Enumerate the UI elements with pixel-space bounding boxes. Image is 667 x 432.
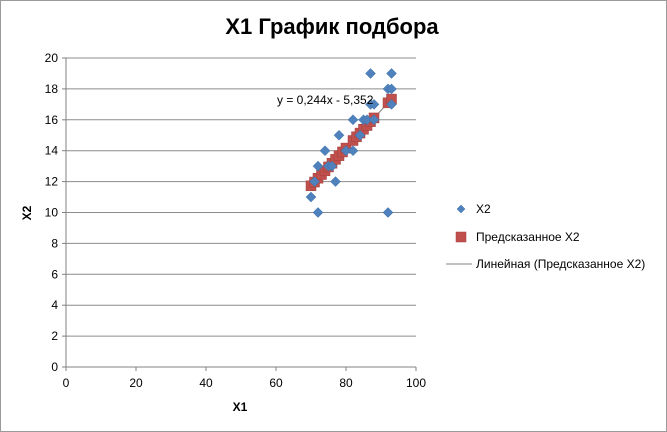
observed-point (305, 191, 317, 203)
observed-point (354, 129, 366, 141)
legend-label-observed: X2 (476, 202, 491, 216)
observed-point (312, 207, 324, 218)
observed-series (305, 68, 397, 218)
observed-point (319, 145, 331, 157)
y-tick-label: 10 (45, 206, 59, 220)
observed-point (347, 145, 359, 157)
y-tick-label: 20 (45, 51, 59, 65)
x-axis-ticks: 0 20 40 60 80 100 (63, 367, 426, 390)
y-tick-label: 8 (51, 236, 58, 250)
x-tick-label: 20 (129, 376, 143, 390)
observed-point (386, 68, 397, 79)
x-tick-label: 100 (406, 376, 426, 390)
legend-label-predicted: Предсказанное X2 (476, 230, 580, 244)
x-tick-label: 0 (63, 376, 70, 390)
y-tick-label: 4 (51, 298, 58, 312)
trendline-equation: y = 0,244x - 5,352 (277, 93, 374, 107)
y-tick-label: 16 (45, 113, 59, 127)
y-tick-label: 14 (45, 144, 59, 158)
observed-point (333, 129, 345, 141)
x-tick-label: 40 (199, 376, 213, 390)
legend-label-trendline: Линейная (Предсказанное X2) (476, 257, 645, 271)
x-tick-label: 80 (339, 376, 353, 390)
y-tick-label: 2 (51, 329, 58, 343)
y-axis-ticks: 0 2 4 6 8 10 12 14 16 18 20 (45, 51, 66, 374)
x-axis-label: X1 (233, 400, 248, 414)
observed-point (309, 176, 320, 187)
y-tick-label: 12 (45, 175, 59, 189)
observed-point (330, 176, 341, 187)
observed-point (312, 160, 324, 172)
y-tick-label: 0 (51, 360, 58, 374)
chart-title: X1 График подбора (225, 14, 439, 39)
y-tick-label: 18 (45, 82, 59, 96)
legend-square-marker (455, 231, 467, 243)
x-tick-label: 60 (269, 376, 283, 390)
legend: X2 Предсказанное X2 Линейная (Предсказан… (446, 202, 645, 271)
observed-point (365, 68, 376, 79)
observed-point (368, 114, 380, 126)
y-axis-label: X2 (20, 205, 34, 220)
observed-point (382, 207, 394, 218)
observed-point (347, 114, 359, 126)
observed-point (368, 98, 380, 110)
observed-point (326, 160, 338, 172)
legend-diamond-marker (456, 204, 466, 214)
y-tick-label: 6 (51, 267, 58, 281)
observed-point (386, 98, 397, 110)
observed-point (386, 83, 397, 95)
